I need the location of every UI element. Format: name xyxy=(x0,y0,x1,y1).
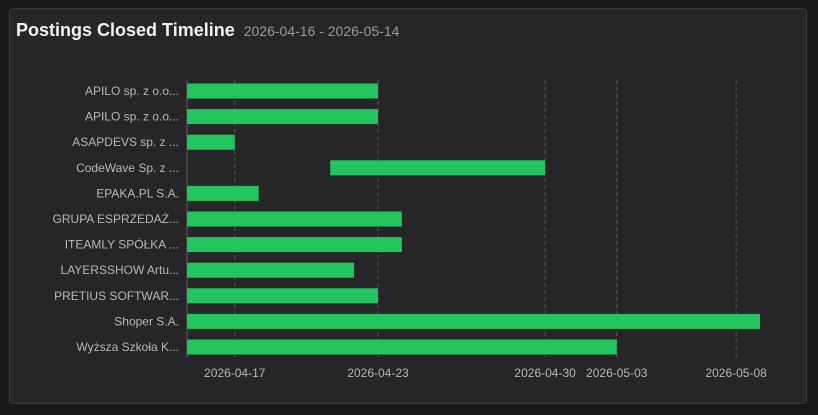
timeline-bar[interactable] xyxy=(187,288,378,304)
category-label: APILO sp. z o.o... xyxy=(85,84,179,98)
timeline-bar[interactable] xyxy=(187,83,378,99)
category-label: APILO sp. z o.o... xyxy=(85,110,179,124)
chart-title: Postings Closed Timeline xyxy=(16,20,235,40)
category-label: ASAPDEVS sp. z ... xyxy=(72,135,179,149)
category-label: CodeWave Sp. z ... xyxy=(76,161,179,175)
timeline-bar[interactable] xyxy=(187,211,402,227)
x-tick-label: 2026-04-30 xyxy=(514,366,576,380)
timeline-bar[interactable] xyxy=(187,134,235,150)
timeline-bar[interactable] xyxy=(187,313,760,329)
bar-layer xyxy=(187,83,760,355)
timeline-bar[interactable] xyxy=(187,262,355,278)
timeline-bar[interactable] xyxy=(187,339,617,355)
category-label-layer: APILO sp. z o.o... APILO sp. z o.o... ASAP… xyxy=(53,84,179,354)
x-axis-tick-layer: 2026-04-17 2026-04-23 2026-04-30 2026-05-03… xyxy=(204,366,767,380)
category-label: EPAKA.PL S.A. xyxy=(96,186,179,200)
x-tick-label: 2026-04-23 xyxy=(347,366,409,380)
timeline-bar[interactable] xyxy=(187,237,402,253)
x-tick-label: 2026-05-03 xyxy=(586,366,648,380)
category-label: Wyższa Szkoła K... xyxy=(76,340,179,354)
x-tick-label: 2026-05-08 xyxy=(705,366,767,380)
timeline-bar[interactable] xyxy=(187,109,378,125)
chart-header: Postings Closed Timeline 2026-04-16 - 20… xyxy=(16,20,399,41)
category-label: LAYERSSHOW Artu... xyxy=(61,263,179,277)
category-label: PRETIUS SOFTWAR... xyxy=(54,289,179,303)
category-label: Shoper S.A. xyxy=(114,314,179,328)
x-tick-label: 2026-04-17 xyxy=(204,366,266,380)
chart-subtitle: 2026-04-16 - 2026-05-14 xyxy=(243,23,400,39)
timeline-bar[interactable] xyxy=(187,185,259,201)
chart-card xyxy=(9,8,807,404)
category-label: GRUPA ESPRZEDAŻ... xyxy=(53,212,179,226)
category-label: ITEAMLY SPÓŁKA ... xyxy=(65,237,179,252)
timeline-bar[interactable] xyxy=(330,160,546,176)
